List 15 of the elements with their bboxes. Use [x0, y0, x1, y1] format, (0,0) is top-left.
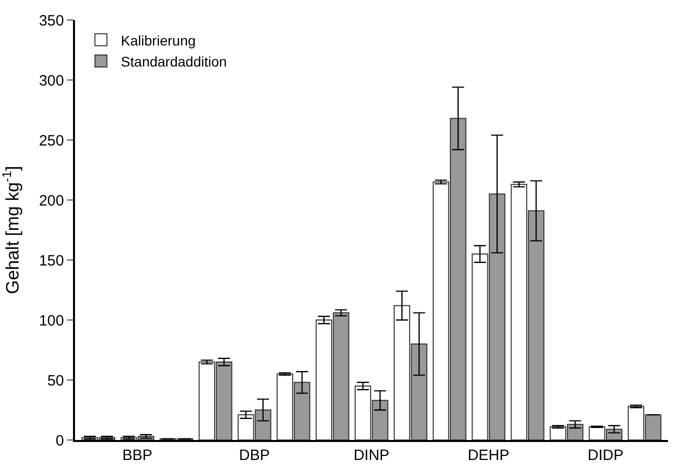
legend-label: Standardaddition: [120, 53, 227, 70]
y-tick-label: 350: [38, 12, 64, 30]
y-tick-label: 0: [56, 432, 64, 450]
x-tick-label: DBP: [239, 447, 270, 464]
y-tick-label: 100: [38, 312, 64, 330]
y-tick-label: 300: [38, 72, 64, 90]
y-tick-label: 50: [47, 372, 64, 390]
x-tick-label: DINP: [354, 447, 390, 464]
x-tick-label: BBP: [122, 447, 152, 464]
x-tick-label: DIDP: [588, 447, 624, 464]
x-tick-label: DEHP: [468, 447, 510, 464]
y-tick-label: 250: [38, 132, 64, 150]
legend-label: Kalibrierung: [120, 32, 196, 48]
y-tick-label: 200: [38, 192, 64, 210]
y-tick-label: 150: [38, 252, 64, 270]
